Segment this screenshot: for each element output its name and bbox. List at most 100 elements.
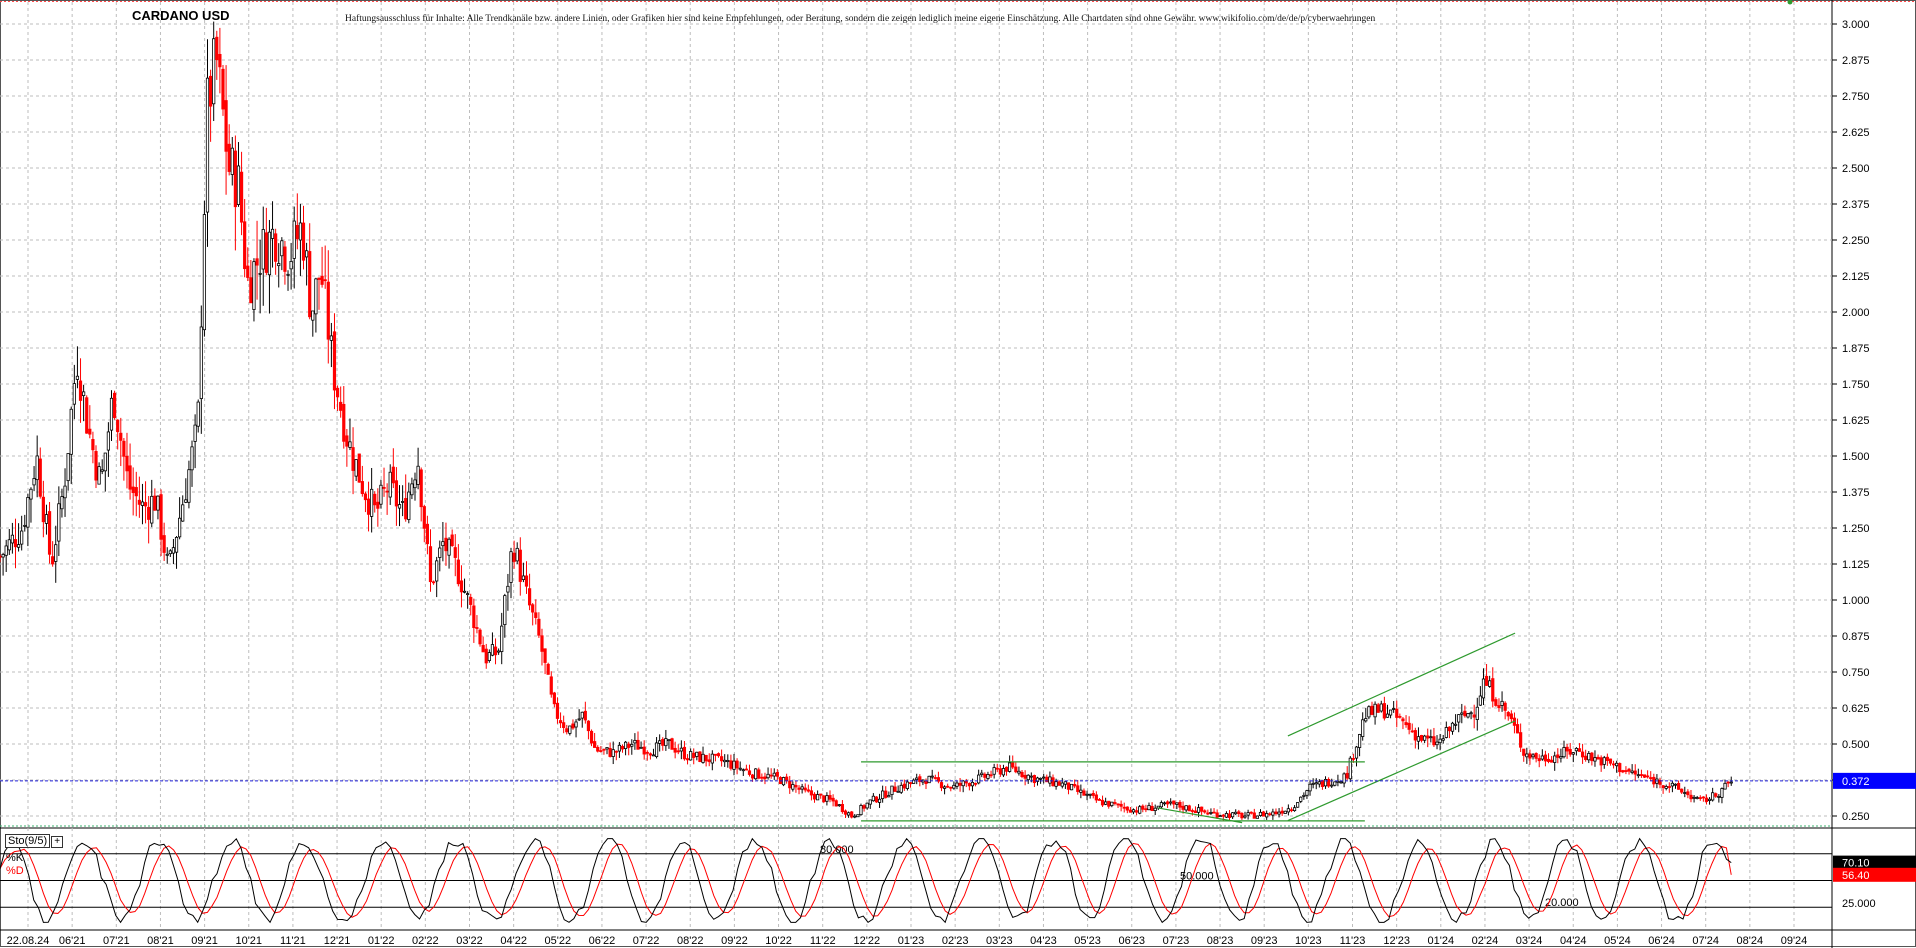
candle: [1522, 748, 1526, 762]
candle-body: [1141, 805, 1145, 810]
candle: [577, 709, 581, 722]
candle-body: [599, 750, 603, 752]
candle-body: [1367, 706, 1371, 718]
candle: [723, 754, 727, 767]
candle-body: [1104, 801, 1108, 805]
candle: [128, 443, 132, 500]
expand-icon[interactable]: +: [51, 836, 64, 848]
candle-body: [596, 746, 600, 752]
candle-body: [1305, 790, 1309, 796]
candle-body: [1330, 784, 1334, 787]
candle: [1441, 734, 1445, 744]
candle: [772, 768, 776, 780]
candle: [1692, 794, 1696, 803]
candle-body: [388, 471, 392, 498]
candle-body: [301, 222, 306, 261]
candle: [973, 782, 978, 787]
candle: [555, 697, 560, 724]
candle-body: [1258, 811, 1263, 816]
candle-body: [893, 786, 897, 792]
candle: [927, 775, 931, 784]
candle-body: [1676, 782, 1681, 790]
candle-body: [1184, 805, 1188, 811]
candle-body: [1491, 678, 1495, 702]
candle: [825, 792, 829, 806]
candle-body: [267, 231, 272, 276]
candle-body: [794, 784, 798, 788]
candle: [1584, 749, 1588, 762]
candle: [397, 485, 402, 527]
candle: [1435, 735, 1439, 750]
candle-body: [472, 605, 476, 629]
x-tick-label: 10'21: [235, 935, 262, 947]
candle: [1698, 795, 1702, 801]
candle-body: [1698, 797, 1702, 799]
candle-body: [60, 496, 64, 510]
candle-body: [1525, 753, 1529, 758]
candle: [744, 764, 748, 771]
candle-body: [112, 392, 117, 418]
candle-body: [82, 391, 86, 396]
x-tick-label: 02'23: [942, 935, 969, 947]
candle-body: [1045, 776, 1049, 783]
candle-body: [967, 783, 971, 787]
candle-body: [518, 549, 522, 582]
candle-body: [366, 498, 371, 515]
y-tick-label: 0.250: [1842, 811, 1870, 823]
candle: [26, 493, 30, 547]
candle-body: [1667, 786, 1671, 788]
candle-body: [772, 772, 776, 777]
candle-body: [661, 739, 665, 746]
candle-body: [246, 265, 250, 278]
disclaimer-text: Haftungsausschluss für Inhalte: Alle Tre…: [345, 14, 1376, 24]
candle-body: [955, 782, 959, 787]
candle: [363, 491, 368, 513]
candle-body: [716, 753, 721, 757]
candle: [1503, 701, 1507, 720]
candle-body: [1670, 782, 1674, 787]
candle-body: [654, 742, 659, 758]
candle-body: [701, 753, 705, 763]
candle: [1618, 762, 1622, 777]
candle-body: [1382, 703, 1386, 719]
indicator-header[interactable]: Sto(9/5) +: [5, 834, 64, 848]
candle: [431, 580, 436, 585]
candle-body: [658, 740, 662, 744]
candle-body: [865, 802, 869, 809]
candle-body: [150, 495, 154, 524]
candle-body: [927, 775, 931, 784]
x-tick-label: 05'23: [1074, 935, 1101, 947]
candle: [308, 223, 312, 320]
candle: [992, 763, 996, 779]
candle-body: [109, 397, 114, 431]
candle-body: [503, 595, 507, 626]
candle-body: [1574, 747, 1578, 752]
indicator-name[interactable]: Sto(9/5): [5, 834, 51, 848]
candle: [1224, 811, 1229, 819]
candle-body: [1323, 779, 1328, 787]
candle-body: [320, 275, 324, 285]
candle: [1537, 754, 1541, 768]
candle-body: [760, 776, 764, 779]
candle: [716, 752, 721, 758]
candle-body: [989, 774, 993, 777]
candle-body: [1252, 812, 1256, 819]
candle: [1231, 812, 1235, 819]
candle: [283, 241, 287, 285]
candle-body: [1011, 761, 1015, 768]
candle-body: [23, 524, 27, 527]
candle-body: [252, 261, 256, 310]
candle-body: [1283, 810, 1287, 814]
x-tick-label: 02'24: [1472, 935, 1499, 947]
candle-body: [1175, 802, 1179, 805]
candle-body: [243, 221, 247, 270]
candle: [202, 200, 207, 337]
candle-body: [788, 780, 792, 789]
candle: [1302, 792, 1306, 800]
candle-body: [1503, 702, 1507, 711]
candle: [648, 752, 652, 760]
candle-body: [1020, 771, 1024, 778]
candle: [574, 719, 578, 738]
candle: [1534, 752, 1538, 763]
candle-body: [905, 781, 910, 789]
